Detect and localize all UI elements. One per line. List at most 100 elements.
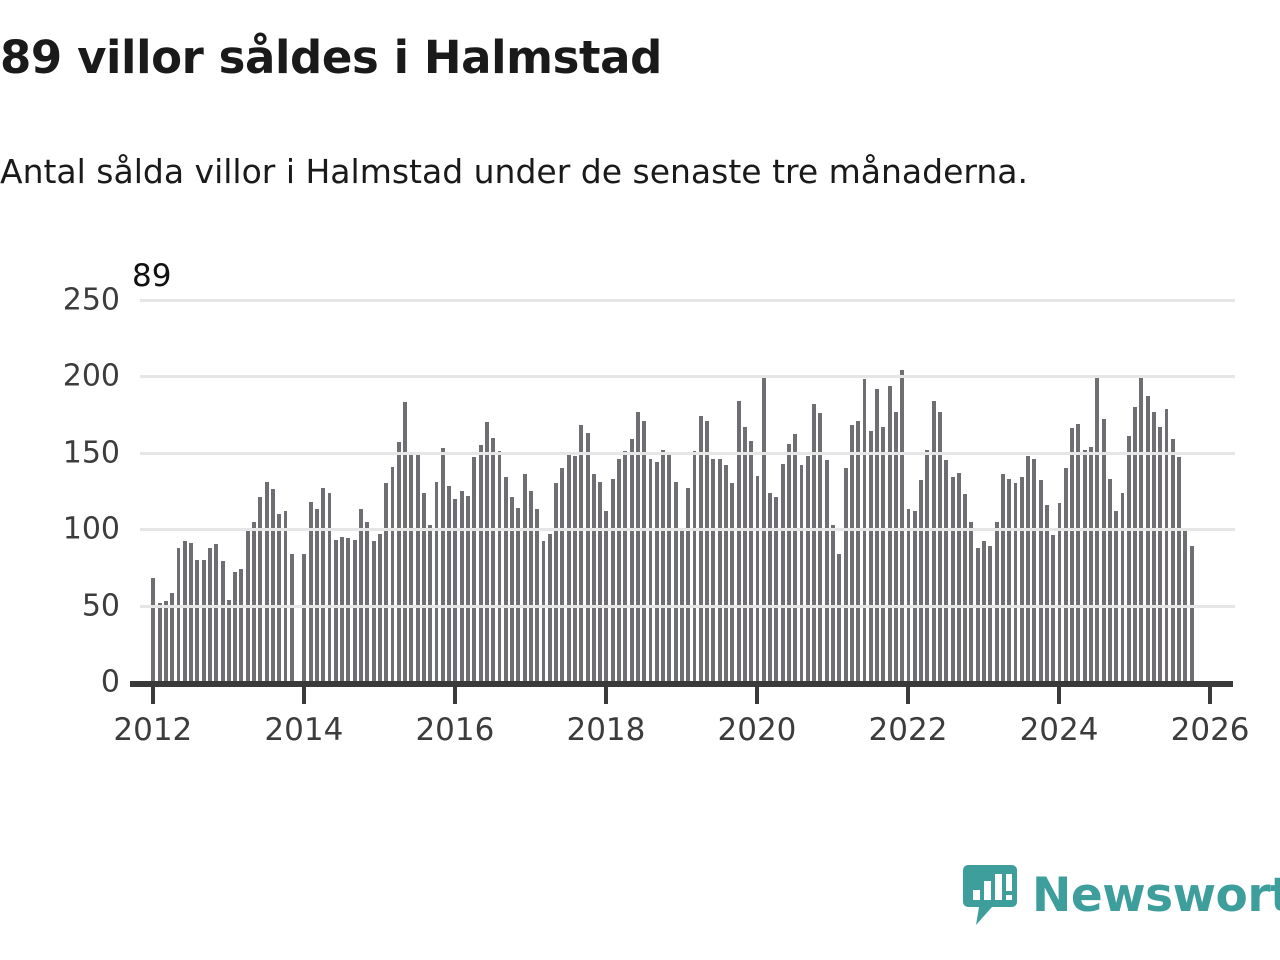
bar (150, 578, 156, 682)
y-axis-tick-label: 200 (62, 358, 120, 394)
bar (937, 411, 942, 682)
bar (817, 413, 823, 682)
bar (779, 463, 785, 682)
x-axis-tick-label: 2026 (1170, 712, 1250, 748)
bar (1056, 503, 1062, 682)
y-axis-tick-label: 150 (62, 435, 120, 471)
bar (603, 510, 609, 682)
bar (339, 536, 345, 682)
bar (225, 599, 231, 682)
gridline (140, 528, 1235, 532)
bar (1031, 458, 1037, 682)
bar (169, 593, 175, 682)
bar (1025, 455, 1031, 682)
bar (811, 403, 817, 682)
x-axis-tick-label: 2012 (113, 712, 193, 748)
bar (785, 443, 791, 682)
x-axis-tick-label: 2016 (415, 712, 495, 748)
bar (641, 420, 647, 682)
bar (697, 416, 703, 682)
bar (823, 460, 829, 682)
bar (1188, 546, 1194, 682)
bar (1012, 483, 1018, 682)
bar (1163, 408, 1169, 682)
bar (710, 458, 716, 682)
bar (521, 474, 527, 682)
y-axis-tick-label: 50 (81, 588, 120, 624)
bar (855, 420, 861, 682)
bar (175, 547, 181, 682)
bar (955, 472, 961, 682)
bar (477, 445, 483, 682)
bar (616, 458, 621, 682)
x-axis-tick (301, 687, 306, 704)
bar (999, 474, 1005, 682)
bar (219, 561, 225, 682)
bar (326, 492, 332, 682)
x-axis-tick-label: 2020 (717, 712, 797, 748)
bar (660, 449, 666, 682)
bar (1081, 449, 1087, 682)
bar (282, 510, 288, 682)
bar (1088, 446, 1093, 682)
bar (162, 601, 168, 682)
bar (949, 477, 955, 682)
bar (1176, 457, 1182, 682)
gridline (140, 375, 1235, 379)
bar (723, 465, 728, 682)
bar (741, 426, 747, 682)
bar (634, 411, 640, 682)
bar (1018, 477, 1024, 682)
bar (364, 521, 370, 682)
bar (332, 539, 338, 682)
bar (389, 466, 395, 682)
bar (874, 388, 879, 682)
bar (666, 452, 672, 682)
bar (672, 481, 678, 682)
y-axis-tick-label: 250 (62, 282, 120, 318)
bar (899, 370, 905, 682)
bar (968, 521, 974, 682)
bar (892, 411, 898, 682)
bar (1144, 396, 1150, 682)
bar (483, 422, 489, 682)
bar (754, 475, 760, 682)
bar (830, 524, 835, 682)
bar (792, 434, 798, 682)
bar (1169, 439, 1175, 682)
bar (1157, 426, 1163, 682)
bar (597, 481, 603, 682)
x-axis-tick (906, 687, 910, 704)
bar (729, 483, 735, 682)
bar (565, 452, 571, 682)
bar (1069, 428, 1075, 682)
x-axis-tick-label: 2024 (1019, 712, 1099, 748)
bar (1075, 423, 1081, 682)
bar (345, 538, 351, 682)
bar (534, 509, 540, 682)
gridline (140, 451, 1235, 455)
newsworthy-logo: Newsworthy (962, 864, 1280, 926)
bar (427, 524, 433, 682)
bar (181, 541, 187, 682)
x-axis-tick (1208, 687, 1213, 704)
page-title: 89 villor såldes i Halmstad (0, 31, 662, 84)
bar (905, 509, 911, 682)
bar (987, 546, 993, 682)
bar-series (140, 300, 1235, 682)
bar (263, 481, 269, 682)
bar (704, 420, 710, 682)
bar (1044, 504, 1049, 682)
bar (943, 460, 949, 682)
x-axis-tick (150, 687, 155, 704)
bar (735, 400, 741, 682)
page-subtitle: Antal sålda villor i Halmstad under de s… (0, 152, 1029, 191)
gridline (140, 299, 1235, 302)
bar (1106, 478, 1112, 682)
bar (420, 492, 426, 682)
bar (402, 402, 407, 682)
bar (836, 553, 842, 682)
bar (1132, 406, 1137, 682)
bar (798, 465, 804, 682)
